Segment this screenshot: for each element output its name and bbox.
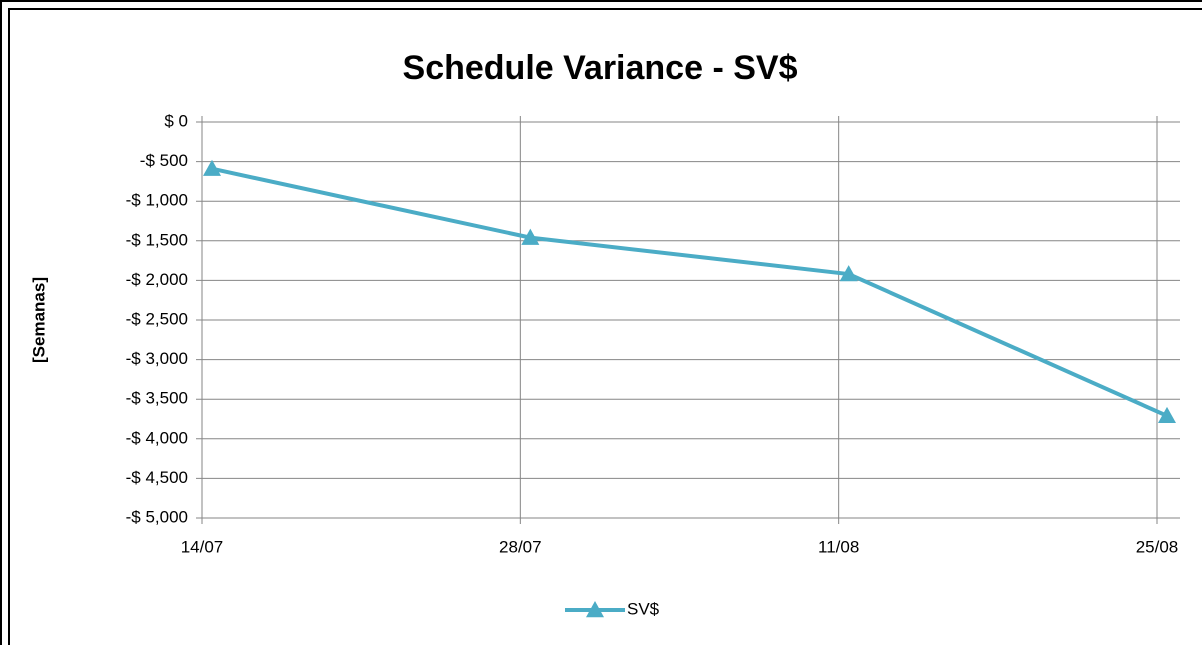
y-tick-label: -$ 1,000: [126, 191, 188, 210]
y-axis-label: [Semanas]: [29, 277, 48, 363]
y-tick-label: -$ 2,500: [126, 309, 188, 328]
series-line: [211, 166, 1168, 418]
marker: [1158, 406, 1176, 424]
y-tick-label: -$ 4,500: [126, 468, 188, 487]
x-tick-label: 25/08: [1136, 537, 1179, 556]
marker: [203, 159, 221, 176]
chart-title: Schedule Variance - SV$: [403, 49, 798, 87]
y-tick-label: -$ 1,500: [126, 230, 188, 249]
marker: [521, 228, 540, 245]
chart-frame: [8, 8, 1202, 645]
marker: [839, 265, 858, 282]
y-tick-label: -$ 3,500: [126, 389, 188, 408]
x-tick-label: 11/08: [818, 537, 859, 556]
legend-marker: [586, 601, 604, 618]
y-tick-label: -$ 5,000: [126, 507, 188, 526]
y-tick-label: -$ 500: [140, 151, 188, 170]
x-tick-label: 28/07: [499, 537, 542, 556]
legend-label: SV$: [627, 599, 660, 618]
x-tick-label: 14/07: [181, 537, 224, 556]
y-tick-label: -$ 4,000: [126, 428, 188, 447]
y-tick-label: -$ 2,000: [126, 270, 188, 289]
y-tick-label: -$ 3,000: [126, 349, 188, 368]
y-tick-label: $ 0: [164, 111, 188, 130]
